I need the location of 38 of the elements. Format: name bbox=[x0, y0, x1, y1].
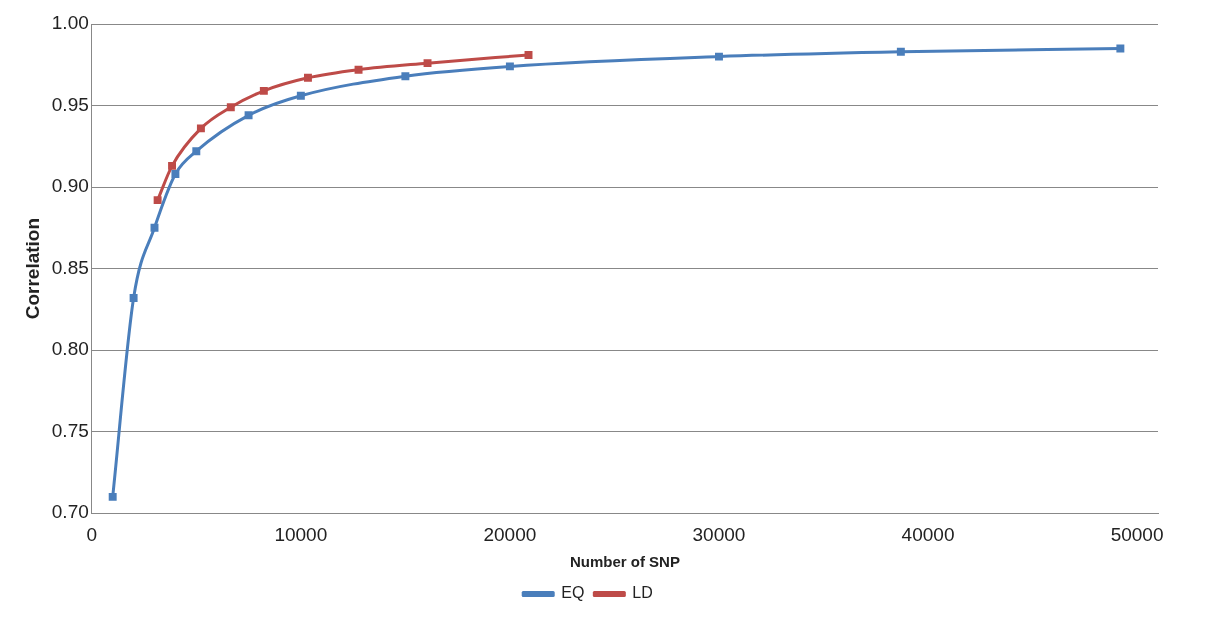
point bbox=[354, 65, 363, 74]
x-tick-label: 30000 bbox=[692, 523, 746, 545]
x-tick-label: 20000 bbox=[483, 523, 537, 545]
point bbox=[1116, 44, 1125, 53]
point bbox=[714, 52, 723, 61]
x-tick-label: 50000 bbox=[1110, 523, 1164, 545]
point bbox=[524, 51, 533, 59]
y-axis-title: Correlation bbox=[21, 217, 43, 320]
y-tick-label: 0.90 bbox=[51, 175, 89, 197]
point bbox=[244, 111, 253, 120]
point bbox=[153, 196, 162, 205]
y-tick-label: 0.70 bbox=[51, 501, 89, 523]
point bbox=[168, 161, 177, 170]
point bbox=[896, 47, 905, 56]
point bbox=[196, 124, 205, 133]
x-axis-title: Number of SNP bbox=[569, 553, 680, 571]
point bbox=[505, 62, 514, 71]
point bbox=[296, 91, 305, 100]
y-tick-label: 1.00 bbox=[51, 12, 89, 34]
point bbox=[171, 170, 180, 178]
legend-label: LD bbox=[632, 584, 653, 602]
point bbox=[259, 86, 268, 95]
y-tick-label: 0.85 bbox=[51, 256, 89, 278]
point bbox=[423, 59, 432, 68]
point bbox=[129, 293, 138, 302]
point bbox=[303, 73, 312, 82]
y-tick-label: 0.75 bbox=[51, 419, 89, 441]
y-tick-label: 0.95 bbox=[51, 93, 89, 115]
y-tick-label: 0.80 bbox=[51, 338, 89, 360]
x-tick-label: 0 bbox=[86, 523, 98, 545]
point bbox=[108, 492, 117, 501]
point bbox=[150, 223, 159, 232]
point bbox=[226, 103, 235, 112]
point bbox=[192, 147, 201, 156]
x-tick-label: 40000 bbox=[901, 523, 955, 545]
point bbox=[401, 72, 410, 81]
legend-label: EQ bbox=[561, 584, 585, 602]
x-tick-label: 10000 bbox=[274, 523, 328, 545]
